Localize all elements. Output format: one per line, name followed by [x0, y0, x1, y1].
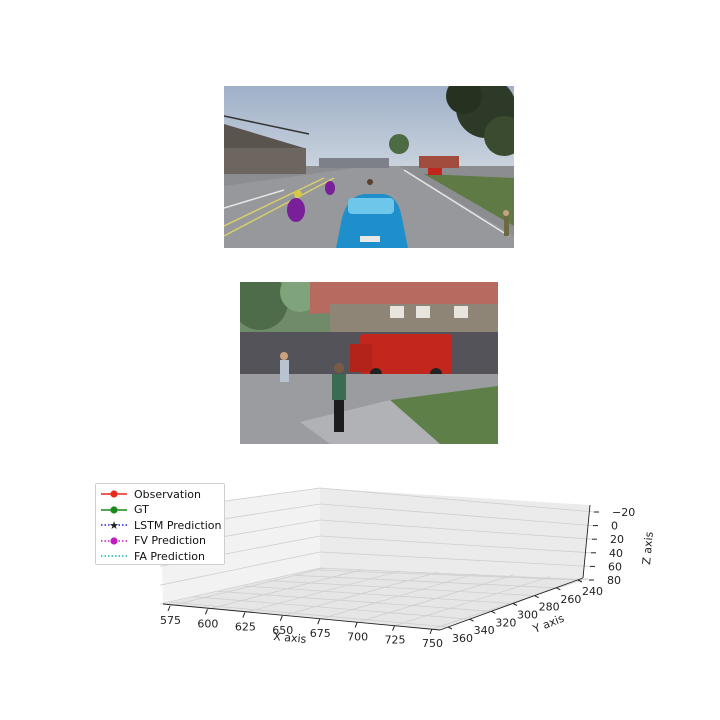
grid-line-z [159, 567, 321, 605]
x-tick-label: 750 [422, 637, 443, 650]
legend-label: LSTM Prediction [134, 518, 222, 532]
grid-line-z [319, 551, 591, 567]
floor-pane [163, 568, 583, 630]
x-tick-mark [279, 615, 283, 622]
x-tick-mark [317, 618, 321, 625]
z-tick-label: 80 [607, 574, 621, 587]
y-tick-label: 320 [495, 616, 516, 629]
x-tick-mark [167, 605, 171, 612]
z-tick-label: 40 [609, 547, 623, 560]
y-tick-label: 340 [474, 624, 495, 637]
grid-line-z [319, 487, 595, 513]
z-tick-label: 60 [608, 560, 622, 573]
grid-line-x [394, 576, 551, 627]
grid-line-z [319, 567, 590, 581]
legend-swatch [101, 536, 127, 545]
grid-line-z [319, 503, 594, 526]
x-tick-mark [204, 609, 208, 615]
y-tick-mark [447, 626, 453, 630]
grid-line-y [269, 580, 535, 597]
axis-ticks: 575 600 625 650 675 700 725 750 3603403203002802… [160, 506, 635, 650]
grid-line-x [169, 567, 326, 607]
grid-lines [159, 487, 595, 630]
y-tick-label: 300 [517, 609, 538, 622]
z-tick-label: 0 [611, 520, 618, 533]
grid-line-y [167, 601, 449, 628]
y-tick-mark [556, 587, 561, 591]
x-axis-label: X axis [273, 630, 307, 646]
z-axis-line [582, 504, 591, 579]
x-tick-label: 700 [347, 630, 368, 643]
grid-line-x [357, 574, 513, 623]
grid-line-y [193, 596, 470, 620]
y-tick-mark [469, 618, 474, 622]
legend-marker [110, 536, 118, 545]
grid-line-z [319, 519, 593, 540]
legend-label: FA Prediction [134, 549, 205, 563]
x-tick-label: 675 [310, 627, 331, 640]
z-axis-label: Z axis [640, 531, 656, 565]
y-axis-label: Y axis [530, 612, 566, 637]
y-tick-mark [491, 610, 496, 614]
z-tick-label: 20 [610, 533, 624, 546]
y-tick-label: 240 [582, 585, 603, 598]
legend-entry: ★ LSTM Prediction [100, 518, 221, 532]
legend-swatch [101, 505, 127, 514]
y-tick-label: 280 [539, 601, 560, 614]
back-pane-right [320, 488, 590, 578]
grid-line-x [431, 577, 589, 630]
legend-entry: FA Prediction [100, 549, 205, 563]
grid-line-z [319, 535, 592, 554]
legend-swatch: ★ [101, 519, 127, 531]
legend-entry: GT [100, 503, 149, 517]
x-tick-mark [429, 628, 433, 635]
legend-label: Observation [134, 487, 201, 501]
legend-entry: Observation [100, 487, 201, 501]
legend-marker [110, 490, 118, 498]
x-tick-mark [392, 625, 396, 631]
grid-line-y [218, 590, 492, 612]
y-tick-label: 360 [452, 632, 473, 645]
x-axis-line [162, 603, 441, 631]
y-tick-mark [534, 595, 539, 599]
grid-line-y [243, 585, 514, 604]
driving-scene-image [224, 86, 514, 248]
grid-line-y [294, 574, 557, 589]
legend-swatch [101, 555, 127, 557]
grid-line-x [319, 573, 476, 620]
grid-line-x [207, 569, 363, 610]
legend-marker: ★ [109, 519, 119, 531]
grid-line-x [282, 571, 438, 617]
x-tick-label: 600 [197, 617, 218, 630]
y-axis-line [439, 577, 584, 631]
grid-line-y [319, 569, 579, 581]
grid-line-x [244, 570, 401, 613]
z-tick-label: −20 [612, 506, 635, 519]
x-tick-mark [242, 612, 246, 618]
legend-label: FV Prediction [134, 534, 206, 547]
y-tick-mark [512, 603, 518, 606]
legend-entry: FV Prediction [100, 534, 206, 548]
x-tick-label: 650 [272, 624, 293, 637]
chart-legend: Observation GT ★ LSTM Prediction FV Predicti… [95, 483, 225, 565]
legend-marker [110, 505, 118, 514]
pedestrian-scene-image [240, 282, 498, 444]
y-tick-mark [577, 579, 583, 583]
x-tick-mark [354, 622, 358, 628]
legend-swatch [101, 490, 127, 498]
legend-label: GT [134, 503, 149, 516]
x-tick-label: 725 [385, 634, 406, 647]
y-tick-label: 260 [560, 593, 581, 606]
x-tick-label: 575 [160, 614, 181, 627]
x-tick-label: 625 [235, 621, 256, 634]
